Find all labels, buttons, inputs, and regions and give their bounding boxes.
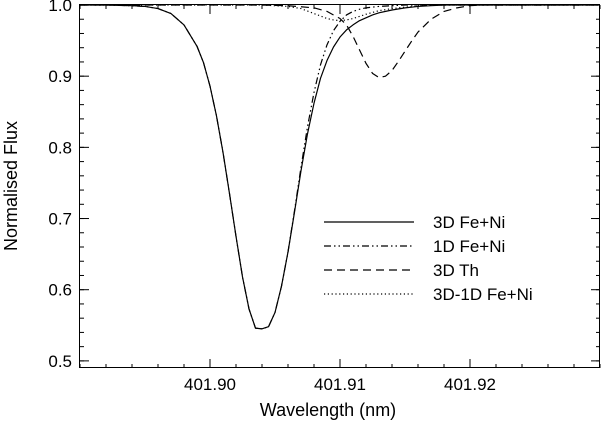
x-tick-label: 401.92 <box>444 375 496 394</box>
x-axis-title: Wavelength (nm) <box>260 400 396 420</box>
y-tick-label: 0.7 <box>48 210 72 229</box>
y-tick-label: 0.9 <box>48 67 72 86</box>
plot-frame <box>79 4 600 368</box>
y-tick-label: 1.0 <box>48 0 72 15</box>
series-line-3 <box>80 4 600 79</box>
series-group <box>80 4 600 330</box>
y-tick-label: 0.6 <box>48 281 72 300</box>
legend: 3D Fe+Ni 1D Fe+Ni 3D Th 3D-1D Fe+Ni <box>324 213 533 304</box>
axes-group: 401.90 401.91 401.92 0.5 0.6 0.7 0.8 0.9 1.0 <box>48 0 601 394</box>
x-tick-label: 401.90 <box>184 375 236 394</box>
series-line-1 <box>80 4 600 330</box>
y-axis-title: Normalised Flux <box>1 121 21 251</box>
legend-label-2: 1D Fe+Ni <box>433 237 505 256</box>
legend-label-1: 3D Fe+Ni <box>433 213 505 232</box>
x-tick-label: 401.91 <box>314 375 366 394</box>
series-line-2 <box>80 4 600 330</box>
y-tick-label: 0.8 <box>48 138 72 157</box>
legend-label-3: 3D Th <box>433 261 479 280</box>
y-tick-label: 0.5 <box>48 352 72 371</box>
series-line-4 <box>80 4 600 22</box>
legend-label-4: 3D-1D Fe+Ni <box>433 285 533 304</box>
